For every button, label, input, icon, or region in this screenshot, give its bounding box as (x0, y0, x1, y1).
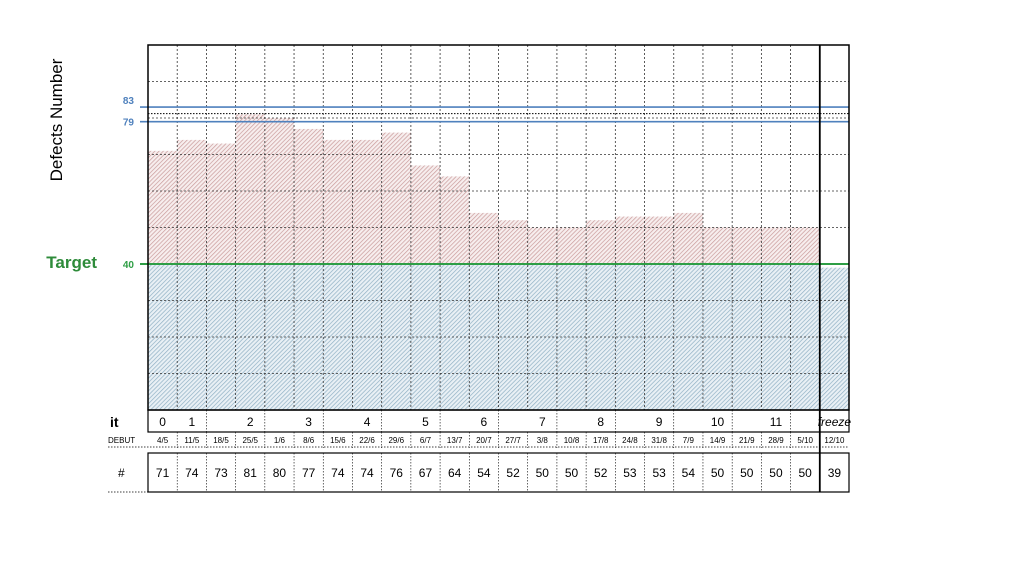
it-row-label: it (110, 414, 119, 430)
bar-14/9 (702, 227, 733, 410)
defect-count: 50 (565, 466, 579, 480)
debut-date: 14/9 (710, 436, 726, 445)
iteration-label-6: 6 (481, 415, 488, 429)
iteration-label-11: 11 (770, 415, 783, 429)
bar-20/7 (469, 212, 499, 410)
defect-count: 76 (390, 466, 404, 480)
iteration-label-3: 3 (305, 415, 312, 429)
debut-date: 13/7 (447, 436, 463, 445)
defect-count: 67 (419, 466, 433, 480)
defect-count: 52 (594, 466, 608, 480)
debut-date: 7/9 (683, 436, 695, 445)
debut-date: 29/6 (388, 436, 404, 445)
bar-8/6 (294, 128, 324, 410)
bar-13/7 (440, 176, 470, 410)
debut-date: 22/6 (359, 436, 375, 445)
iteration-label-8: 8 (597, 415, 604, 429)
bar-3/8 (527, 227, 557, 410)
iteration-label-9: 9 (656, 415, 663, 429)
defect-count: 77 (302, 466, 316, 480)
defect-count: 81 (244, 466, 258, 480)
bar-17/8 (586, 220, 616, 410)
bar-27/7 (498, 220, 528, 410)
reference-label-40: 40 (123, 260, 135, 271)
defect-count: 50 (769, 466, 783, 480)
debut-date: 12/10 (824, 436, 845, 445)
defect-count: 52 (506, 466, 520, 480)
iteration-label-7: 7 (539, 415, 546, 429)
bar-21/9 (732, 227, 762, 410)
debut-date: 6/7 (420, 436, 432, 445)
defect-count: 64 (448, 466, 462, 480)
bar-4/5 (148, 150, 178, 410)
defect-count: 54 (682, 466, 696, 480)
bar-25/5 (235, 114, 265, 410)
debut-date: 15/6 (330, 436, 346, 445)
debut-row-label: DEBUT (108, 436, 135, 445)
bar-29/6 (381, 132, 411, 410)
debut-date: 28/9 (768, 436, 784, 445)
iteration-label-5: 5 (422, 415, 429, 429)
debut-date: 27/7 (505, 436, 521, 445)
defect-count: 74 (331, 466, 345, 480)
count-row-label: # (118, 466, 125, 480)
reference-label-79: 79 (123, 118, 135, 129)
bar-15/6 (323, 139, 353, 410)
debut-date: 11/5 (184, 436, 200, 445)
iteration-label-freeze: freeze (818, 415, 852, 429)
debut-date: 17/8 (593, 436, 609, 445)
iteration-label-1: 1 (188, 415, 195, 429)
iteration-label-4: 4 (364, 415, 371, 429)
defect-count: 50 (536, 466, 550, 480)
bar-12/10 (819, 267, 849, 410)
defect-count: 54 (477, 466, 491, 480)
debut-date: 5/10 (797, 436, 813, 445)
defect-count: 50 (799, 466, 813, 480)
defect-count: 74 (360, 466, 374, 480)
bar-10/8 (556, 227, 587, 410)
defect-count: 50 (711, 466, 725, 480)
debut-date: 8/6 (303, 436, 315, 445)
bar-18/5 (206, 143, 236, 410)
defect-count: 50 (740, 466, 754, 480)
defect-count: 80 (273, 466, 287, 480)
bar-5/10 (790, 227, 820, 410)
bar-28/9 (761, 227, 791, 410)
debut-date: 18/5 (213, 436, 229, 445)
debut-date: 3/8 (537, 436, 549, 445)
debut-date: 20/7 (476, 436, 492, 445)
defect-count: 53 (623, 466, 637, 480)
debut-date: 25/5 (242, 436, 258, 445)
defect-count: 39 (828, 466, 842, 480)
bar-24/8 (615, 216, 645, 410)
debut-date: 31/8 (651, 436, 667, 445)
debut-date: 4/5 (157, 436, 169, 445)
debut-date: 10/8 (564, 436, 580, 445)
target-label: Target (46, 253, 97, 272)
defect-count: 74 (185, 466, 199, 480)
y-axis-label: Defects Number (47, 58, 66, 181)
iteration-label-2: 2 (247, 415, 254, 429)
debut-date: 1/6 (274, 436, 286, 445)
defect-count: 71 (156, 466, 170, 480)
iteration-label-0: 0 (159, 415, 166, 429)
bar-31/8 (644, 216, 674, 410)
bar-22/6 (352, 139, 382, 410)
debut-date: 24/8 (622, 436, 638, 445)
defect-count: 53 (652, 466, 666, 480)
bar-7/9 (673, 212, 703, 410)
iteration-label-10: 10 (711, 415, 725, 429)
reference-label-83: 83 (123, 96, 135, 107)
bar-11/5 (177, 139, 207, 410)
debut-date: 21/9 (739, 436, 755, 445)
defect-count: 73 (214, 466, 228, 480)
